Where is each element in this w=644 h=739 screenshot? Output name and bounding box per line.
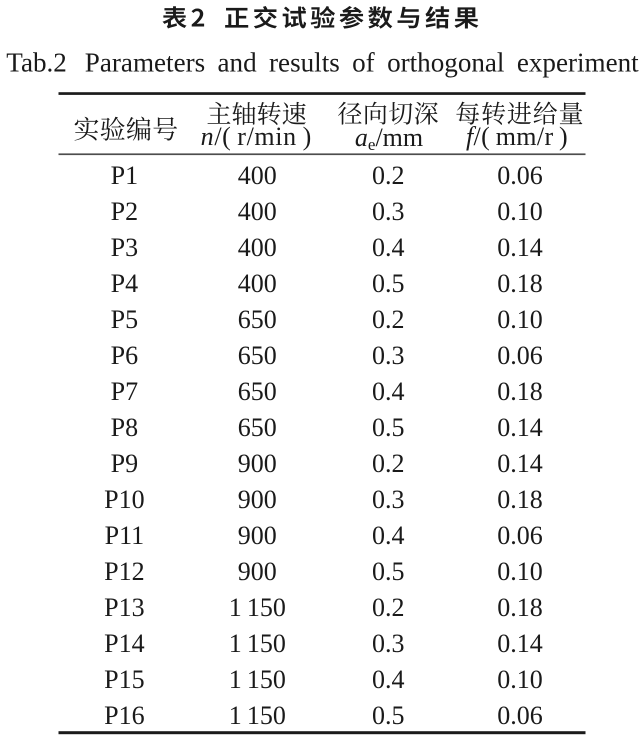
svg-text:0.2: 0.2 <box>372 593 405 622</box>
svg-text:0.06: 0.06 <box>497 341 543 370</box>
svg-text:0.5: 0.5 <box>372 701 405 730</box>
svg-text:400: 400 <box>238 197 277 226</box>
svg-text:0.4: 0.4 <box>372 665 405 694</box>
svg-text:400: 400 <box>238 269 277 298</box>
svg-text:P1: P1 <box>111 161 138 190</box>
svg-text:ae/mm: ae/mm <box>355 123 423 154</box>
svg-text:650: 650 <box>238 341 277 370</box>
svg-text:0.18: 0.18 <box>497 269 543 298</box>
svg-text:0.10: 0.10 <box>497 557 543 586</box>
svg-text:650: 650 <box>238 305 277 334</box>
svg-text:0.4: 0.4 <box>372 377 405 406</box>
svg-text:f/( mm/r ): f/( mm/r ) <box>466 122 568 151</box>
svg-text:P7: P7 <box>111 377 138 406</box>
svg-text:0.14: 0.14 <box>497 449 543 478</box>
svg-text:0.5: 0.5 <box>372 557 405 586</box>
svg-text:0.3: 0.3 <box>372 629 405 658</box>
svg-text:0.2: 0.2 <box>372 305 405 334</box>
svg-text:0.4: 0.4 <box>372 521 405 550</box>
svg-text:400: 400 <box>238 161 277 190</box>
svg-text:1 150: 1 150 <box>229 629 286 658</box>
svg-text:0.5: 0.5 <box>372 413 405 442</box>
svg-text:P2: P2 <box>111 197 138 226</box>
svg-text:P13: P13 <box>104 593 144 622</box>
svg-text:0.4: 0.4 <box>372 233 405 262</box>
svg-text:P15: P15 <box>104 665 144 694</box>
svg-text:0.10: 0.10 <box>497 305 543 334</box>
svg-text:400: 400 <box>238 233 277 262</box>
svg-text:P10: P10 <box>104 485 144 514</box>
svg-text:900: 900 <box>238 449 277 478</box>
svg-text:P4: P4 <box>111 269 138 298</box>
svg-text:1 150: 1 150 <box>229 665 286 694</box>
svg-text:0.5: 0.5 <box>372 269 405 298</box>
svg-text:650: 650 <box>238 377 277 406</box>
svg-text:0.06: 0.06 <box>497 701 543 730</box>
svg-text:0.06: 0.06 <box>497 161 543 190</box>
svg-text:0.3: 0.3 <box>372 341 405 370</box>
svg-text:0.18: 0.18 <box>497 593 543 622</box>
svg-text:1 150: 1 150 <box>229 701 286 730</box>
svg-text:P16: P16 <box>104 701 144 730</box>
svg-text:900: 900 <box>238 521 277 550</box>
svg-text:P14: P14 <box>104 629 144 658</box>
svg-text:0.3: 0.3 <box>372 485 405 514</box>
svg-text:650: 650 <box>238 413 277 442</box>
svg-text:n/( r/min ): n/( r/min ) <box>201 122 312 151</box>
svg-text:900: 900 <box>238 557 277 586</box>
svg-text:Parameters and results of orth: Parameters and results of orthogonal exp… <box>85 48 639 78</box>
svg-text:P8: P8 <box>111 413 138 442</box>
svg-text:0.14: 0.14 <box>497 413 543 442</box>
svg-text:0.14: 0.14 <box>497 629 543 658</box>
svg-text:P11: P11 <box>105 521 145 550</box>
svg-text:0.2: 0.2 <box>372 449 405 478</box>
svg-text:Tab.2: Tab.2 <box>6 48 67 78</box>
svg-text:900: 900 <box>238 485 277 514</box>
svg-text:0.14: 0.14 <box>497 233 543 262</box>
svg-text:0.2: 0.2 <box>372 161 405 190</box>
svg-text:0.10: 0.10 <box>497 665 543 694</box>
svg-text:0.3: 0.3 <box>372 197 405 226</box>
svg-text:0.18: 0.18 <box>497 485 543 514</box>
svg-text:P12: P12 <box>104 557 144 586</box>
svg-text:P3: P3 <box>111 233 138 262</box>
svg-text:0.10: 0.10 <box>497 197 543 226</box>
svg-text:P6: P6 <box>111 341 138 370</box>
svg-text:0.06: 0.06 <box>497 521 543 550</box>
svg-text:P5: P5 <box>111 305 138 334</box>
svg-text:P9: P9 <box>111 449 138 478</box>
svg-text:0.18: 0.18 <box>497 377 543 406</box>
svg-text:1 150: 1 150 <box>229 593 286 622</box>
